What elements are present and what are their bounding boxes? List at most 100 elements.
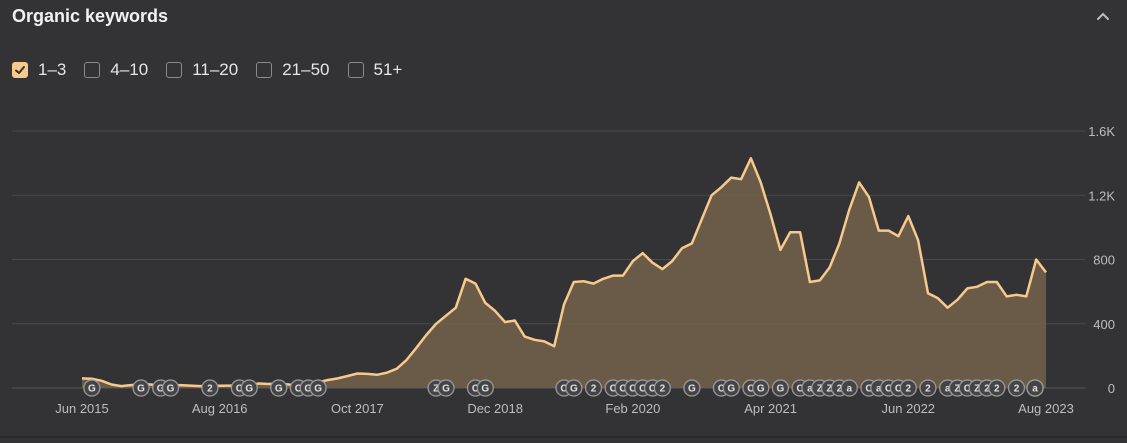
update-marker[interactable]: G (270, 379, 288, 397)
x-tick-label: Dec 2018 (467, 401, 523, 416)
update-marker[interactable]: 2 (653, 379, 672, 397)
update-marker[interactable]: G (240, 379, 258, 397)
x-tick-label: Aug 2016 (192, 401, 248, 416)
y-tick-label: 0 (1108, 381, 1115, 396)
update-marker[interactable]: G (476, 379, 494, 397)
panel-divider (0, 436, 1127, 438)
marker-label: a (846, 384, 852, 395)
checkbox-21-50[interactable] (256, 62, 273, 78)
marker-label: G (777, 384, 785, 395)
update-marker[interactable]: 2 (899, 379, 917, 397)
filter-4-10[interactable]: 4–10 (84, 60, 148, 80)
filter-11-20[interactable]: 11–20 (166, 60, 238, 80)
marker-circle (83, 379, 101, 397)
marker-circle (584, 379, 603, 397)
filter-label: 21–50 (282, 60, 330, 79)
marker-circle (683, 379, 701, 397)
marker-label: a (945, 384, 951, 395)
y-tick-label: 1.6K (1088, 124, 1115, 139)
marker-label: a (1032, 384, 1038, 395)
update-marker[interactable]: 2 (1007, 379, 1026, 397)
marker-label: C (472, 384, 479, 395)
marker-label: C (610, 384, 617, 395)
update-marker[interactable]: 2 (201, 379, 219, 397)
marker-label: G (442, 384, 450, 395)
x-tick-label: Oct 2017 (331, 401, 384, 416)
filter-label: 11–20 (192, 60, 239, 79)
marker-label: 2 (591, 384, 597, 395)
marker-circle (653, 379, 672, 397)
update-marker[interactable]: a (1026, 379, 1044, 397)
marker-label: Z (817, 384, 823, 395)
marker-circle (840, 379, 858, 397)
chevron-up-icon[interactable] (1095, 8, 1111, 24)
marker-label: Z (827, 384, 833, 395)
filter-label: 51+ (373, 60, 403, 79)
marker-label: C (747, 384, 754, 395)
checkbox-51-plus[interactable] (347, 62, 364, 78)
marker-circle (437, 379, 455, 397)
marker-label: 2 (906, 384, 912, 395)
marker-label: G (157, 384, 165, 395)
marker-circle (988, 379, 1006, 397)
panel-title: Organic keywords (12, 6, 169, 26)
checkbox-4-10[interactable] (84, 62, 101, 78)
marker-circle (240, 379, 258, 397)
filter-1-3[interactable]: 1–3 (12, 60, 66, 80)
marker-label: 2 (994, 384, 1000, 395)
x-tick-label: Feb 2020 (605, 401, 660, 416)
marker-label: a (876, 384, 882, 395)
x-tick-label: Aug 2023 (1018, 401, 1074, 416)
area-fill (82, 158, 1046, 388)
marker-label: 2 (925, 384, 931, 395)
update-marker[interactable]: G (437, 379, 455, 397)
marker-label: Z (954, 384, 960, 395)
update-marker[interactable]: G (722, 379, 740, 397)
marker-label: G (570, 384, 578, 395)
update-marker[interactable]: 2 (988, 379, 1006, 397)
marker-label: G (727, 384, 735, 395)
filter-21-50[interactable]: 21–50 (256, 60, 330, 80)
marker-label: 2 (984, 384, 990, 395)
marker-label: C (964, 384, 971, 395)
marker-label: a (807, 384, 813, 395)
update-marker[interactable]: G (683, 379, 701, 397)
marker-label: C (718, 384, 725, 395)
update-marker[interactable]: G (565, 379, 583, 397)
marker-circle (476, 379, 494, 397)
marker-label: C (629, 384, 636, 395)
marker-label: C (649, 384, 656, 395)
marker-circle (722, 379, 740, 397)
marker-label: G (245, 384, 253, 395)
update-marker[interactable]: G (161, 379, 180, 397)
update-marker[interactable]: G (309, 379, 327, 397)
marker-label: C (796, 384, 803, 395)
marker-label: C (639, 384, 646, 395)
update-marker[interactable]: 2 (584, 379, 603, 397)
update-marker[interactable]: a (840, 379, 858, 397)
filter-label: 1–3 (38, 60, 67, 79)
update-marker[interactable]: 2 (919, 379, 937, 397)
y-tick-label: 800 (1093, 253, 1115, 268)
marker-circle (132, 379, 150, 397)
marker-label: 2 (837, 384, 843, 395)
marker-label: G (757, 384, 765, 395)
update-marker[interactable]: G (132, 379, 150, 397)
marker-circle (201, 379, 219, 397)
update-marker[interactable]: G (771, 379, 790, 397)
checkbox-11-20[interactable] (166, 62, 183, 78)
marker-label: G (314, 384, 322, 395)
x-tick-label: Jun 2015 (55, 401, 109, 416)
filter-51-plus[interactable]: 51+ (347, 60, 403, 80)
marker-label: G (688, 384, 696, 395)
checkbox-1-3[interactable] (12, 62, 28, 78)
marker-circle (565, 379, 583, 397)
marker-label: C (295, 384, 302, 395)
update-marker[interactable]: G (83, 379, 101, 397)
update-marker[interactable]: G (752, 379, 770, 397)
filter-label: 4–10 (110, 60, 149, 79)
marker-circle (1007, 379, 1026, 397)
marker-label: Z (974, 384, 980, 395)
